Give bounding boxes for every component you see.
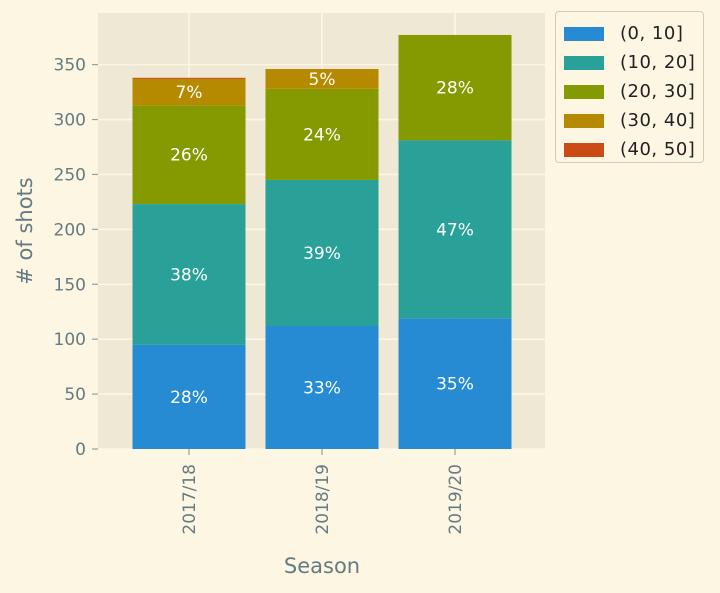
bar-segment bbox=[265, 69, 379, 89]
y-axis-label: # of shots bbox=[13, 177, 37, 284]
y-tick-label: 300 bbox=[54, 111, 86, 131]
bar-segment bbox=[132, 204, 246, 345]
legend-label: (20, 30] bbox=[620, 81, 696, 102]
bar-percentage-label: 39% bbox=[303, 244, 341, 264]
bar-segment bbox=[265, 325, 379, 449]
y-tick-label: 150 bbox=[54, 275, 86, 295]
y-tick-label: 100 bbox=[54, 330, 86, 350]
bar-percentage-label: 28% bbox=[436, 79, 474, 99]
y-tick-label: 0 bbox=[75, 440, 86, 460]
bar-segment bbox=[398, 34, 512, 141]
legend-item: (0, 10] bbox=[564, 19, 703, 48]
bars: 28% 38% 26% 7% 33% 39% 24% 5% 35% 47% 28% bbox=[132, 34, 512, 449]
bar-percentage-label: 33% bbox=[303, 378, 341, 398]
legend-swatch bbox=[564, 113, 604, 128]
x-tick-label: 2019/20 bbox=[446, 464, 466, 535]
bar-percentage-label: 35% bbox=[436, 375, 474, 395]
y-tick-label: 350 bbox=[54, 56, 86, 76]
legend-item: (20, 30] bbox=[564, 77, 703, 106]
bar-segment bbox=[398, 140, 512, 319]
legend-label: (0, 10] bbox=[620, 23, 684, 44]
legend-label: (40, 50] bbox=[620, 139, 696, 160]
bar-percentage-label: 24% bbox=[303, 125, 341, 145]
bar-percentage-label: 26% bbox=[170, 146, 208, 166]
legend: (0, 10] (10, 20] (20, 30] (30, 40] (40, 50] bbox=[555, 11, 704, 163]
y-tick-label: 200 bbox=[54, 220, 86, 240]
legend-swatch bbox=[564, 26, 604, 41]
legend-item: (10, 20] bbox=[564, 48, 703, 77]
legend-label: (10, 20] bbox=[620, 52, 696, 73]
bar-segment bbox=[265, 88, 379, 180]
bar-segment bbox=[132, 78, 246, 106]
bar-segment bbox=[132, 77, 246, 79]
y-tick-label: 50 bbox=[64, 385, 86, 405]
x-axis-label: Season bbox=[284, 554, 360, 578]
legend-item: (30, 40] bbox=[564, 106, 703, 135]
x-tick-label: 2018/19 bbox=[313, 464, 333, 535]
legend-swatch bbox=[564, 84, 604, 99]
legend-swatch bbox=[564, 55, 604, 70]
bar-percentage-label: 28% bbox=[170, 388, 208, 408]
bar-percentage-label: 47% bbox=[436, 220, 474, 240]
bar-segment bbox=[132, 105, 246, 205]
x-tick-label: 2017/18 bbox=[180, 464, 200, 535]
bar-segment bbox=[132, 344, 246, 449]
bar-segment bbox=[398, 318, 512, 449]
legend-item: (40, 50] bbox=[564, 135, 703, 164]
bar-percentage-label: 5% bbox=[309, 70, 336, 90]
bar-segment bbox=[265, 179, 379, 326]
bar-percentage-label: 7% bbox=[176, 83, 203, 103]
legend-swatch bbox=[564, 142, 604, 157]
y-tick-label: 250 bbox=[54, 165, 86, 185]
bar-percentage-label: 38% bbox=[170, 265, 208, 285]
axis-ticks: 0 50 100 150 200 250 300 350 2017/18 2018/19 2019/… bbox=[54, 56, 466, 535]
legend-label: (30, 40] bbox=[620, 110, 696, 131]
